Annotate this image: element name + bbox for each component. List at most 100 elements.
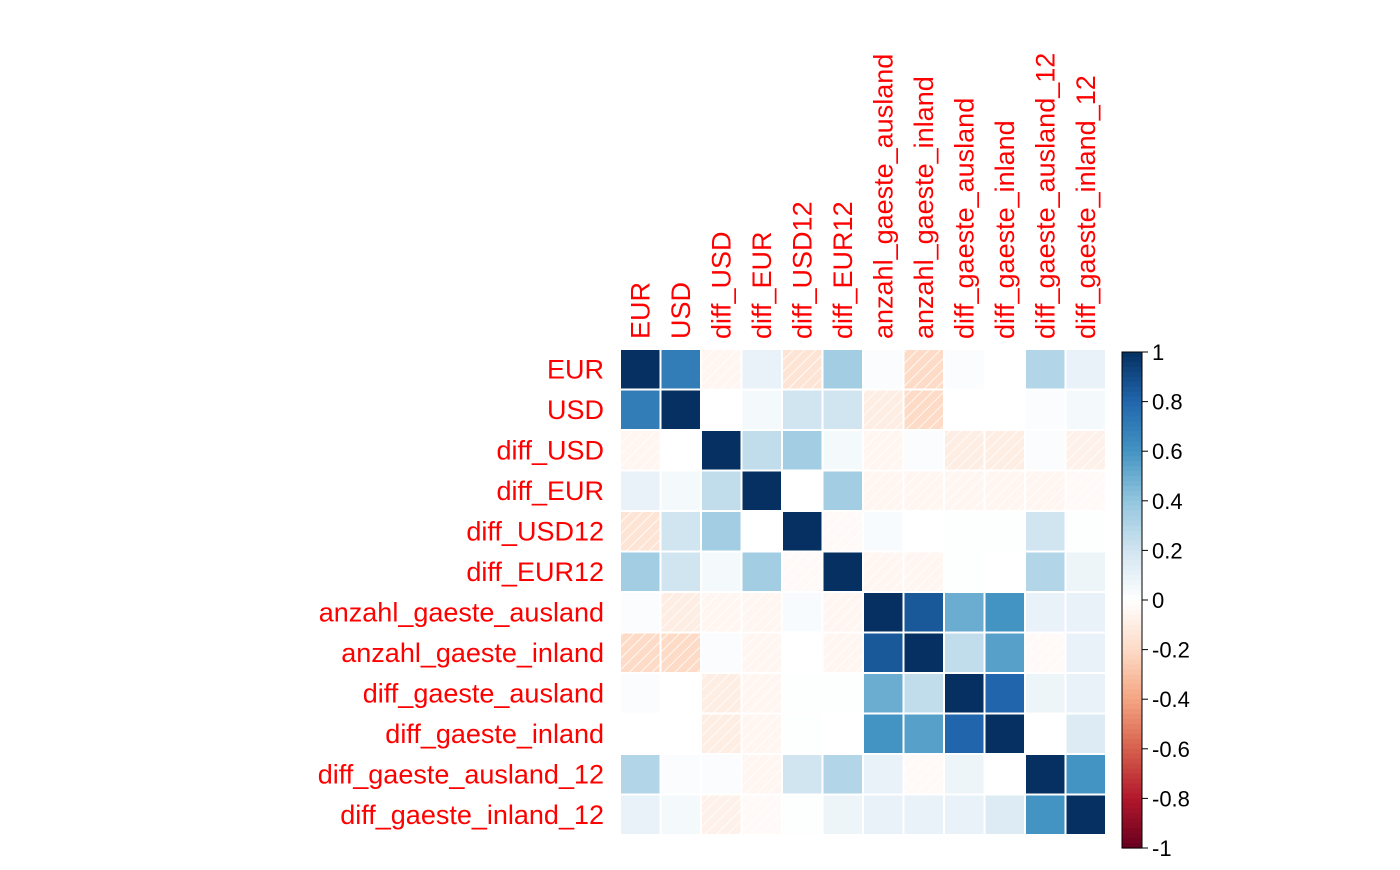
heatmap-cell [864,633,903,672]
heatmap-cell [864,350,903,389]
heatmap-cell [904,431,943,470]
colorbar-segment [1122,644,1142,651]
heatmap-cell [904,512,943,551]
heatmap-cell [945,795,984,834]
negative-hatch [904,755,943,794]
row-label: diff_USD [496,435,604,465]
colorbar-segment [1122,818,1142,824]
colorbar-segment [1122,614,1142,621]
negative-hatch [985,431,1024,470]
row-label: diff_gaeste_inland_12 [340,800,604,830]
negative-hatch [621,633,660,672]
colorbar-segment [1122,466,1142,472]
colorbar-segment [1122,823,1142,829]
row-label: anzahl_gaeste_inland [341,638,604,668]
negative-hatch [823,593,862,632]
negative-hatch [864,431,903,470]
heatmap-cell [985,390,1024,429]
colorbar-segment [1122,748,1142,755]
row-label: diff_EUR [496,476,604,506]
heatmap-cell [1066,633,1105,672]
heatmap-cell [945,633,984,672]
colorbar-segment [1122,704,1142,710]
colorbar-segment [1122,659,1142,666]
colorbar-segment [1122,545,1142,551]
heatmap-cell [945,674,984,713]
column-label: diff_EUR [747,231,777,339]
negative-hatch [904,350,943,389]
colorbar-segment [1122,356,1142,363]
column-label: diff_gaeste_inland [990,120,1020,339]
heatmap-cell [783,471,822,510]
negative-hatch [945,471,984,510]
colorbar-segment [1122,515,1142,522]
colorbar-segment [1122,654,1142,661]
colorbar-tick-label: -1 [1152,836,1172,861]
heatmap-cell [702,755,741,794]
colorbar-segment [1122,724,1142,730]
negative-hatch [702,795,741,834]
colorbar-segment [1122,828,1142,834]
negative-hatch [1066,471,1105,510]
colorbar-segment [1122,664,1142,671]
colorbar-segment [1122,595,1142,601]
colorbar-segment [1122,753,1142,760]
heatmap-cell [661,755,700,794]
colorbar-tick-label: 0.8 [1152,390,1183,415]
heatmap-cell [742,552,781,591]
colorbar-segment [1122,728,1142,735]
heatmap-cell [783,512,822,551]
colorbar-segment [1122,391,1142,398]
colorbar-segment [1122,758,1142,765]
colorbar-segment [1122,783,1142,790]
heatmap-cell [1026,755,1065,794]
heatmap-cell [985,633,1024,672]
heatmap-cell [945,593,984,632]
colorbar-segment [1122,416,1142,423]
heatmap-cell [742,390,781,429]
heatmap-cell [783,714,822,753]
heatmap-cell [661,512,700,551]
heatmap-cells [621,350,1105,834]
heatmap-cell [1026,350,1065,389]
heatmap-cell [621,350,660,389]
colorbar-segment [1122,480,1142,487]
negative-hatch [1026,633,1065,672]
colorbar-segment [1122,813,1142,819]
colorbar-segment [1122,471,1142,477]
colorbar-tick-label: 0.6 [1152,439,1183,464]
colorbar-segment [1122,580,1142,586]
negative-hatch [742,795,781,834]
negative-hatch [904,471,943,510]
heatmap-cell [823,471,862,510]
colorbar-tick-label: 1 [1152,340,1164,365]
heatmap-cell [904,593,943,632]
colorbar-segment [1122,485,1142,492]
colorbar-segment [1122,361,1142,368]
colorbar-tick-label: 0.2 [1152,538,1183,563]
colorbar-segment [1122,843,1142,849]
colorbar-segment [1122,714,1142,720]
colorbar-segment [1122,719,1142,725]
colorbar-segment [1122,575,1142,581]
colorbar-segment [1122,371,1142,378]
negative-hatch [742,593,781,632]
colorbar-segment [1122,639,1142,646]
colorbar-segment [1122,540,1142,547]
heatmap-cell [742,350,781,389]
colorbar-tick-label: -0.8 [1152,786,1190,811]
heatmap-cell [702,633,741,672]
column-labels: EUR USD diff_USD diff_EUR diff_USD12 diff_EUR… [625,53,1101,339]
colorbar-segment [1122,525,1142,532]
heatmap-cell [1026,552,1065,591]
heatmap-cell [621,795,660,834]
heatmap-cell [945,755,984,794]
heatmap-cell [783,674,822,713]
negative-hatch [985,471,1024,510]
row-label: diff_EUR12 [466,557,604,587]
heatmap-cell [1026,674,1065,713]
row-label: diff_USD12 [466,516,604,546]
heatmap-cell [945,552,984,591]
colorbar-segment [1122,738,1142,745]
